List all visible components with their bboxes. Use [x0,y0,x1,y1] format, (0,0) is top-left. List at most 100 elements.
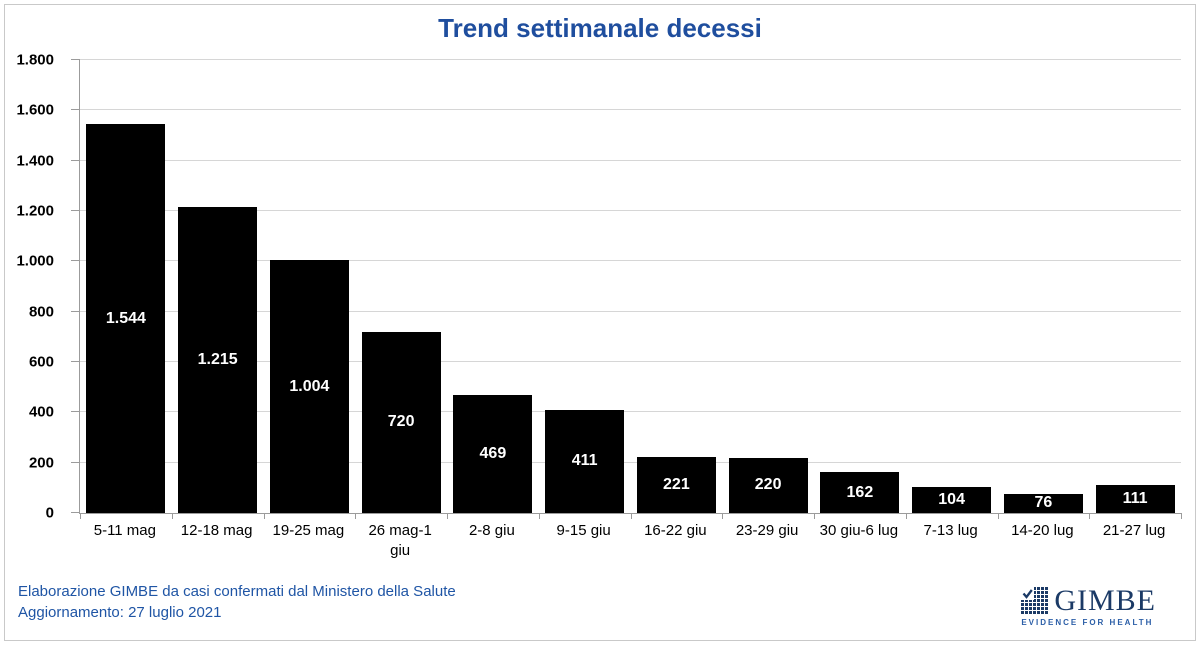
bar-value-label: 1.544 [105,309,146,327]
x-axis-label-text: 2-8 giu [468,522,515,539]
x-axis-label: 5-11 mag [79,521,171,561]
gimbe-grid-check-icon [1021,587,1049,614]
y-axis-label: 600 [28,353,54,371]
bar: 220 [728,457,808,513]
bar: 111 [1095,485,1175,513]
x-axis-label-text: 21-27 lug [1102,522,1166,539]
footer-note: Elaborazione GIMBE da casi confermati da… [18,581,456,623]
y-axis-label: 1.400 [16,152,54,170]
y-axis-label: 800 [28,303,54,321]
x-axis-label-text: 26 mag-1 giu [368,522,432,559]
bar: 1.215 [178,207,258,513]
gridline [80,109,1181,111]
x-axis-label: 12-18 mag [171,521,263,561]
y-axis-tick [71,361,80,363]
x-axis-label-text: 30 giu-6 lug [819,522,899,539]
bar: 76 [1003,493,1083,513]
bar: 469 [453,394,533,513]
x-axis-tick [722,513,724,519]
x-axis-tick [171,513,173,519]
y-axis-label: 1.200 [16,202,54,220]
y-axis-tick [71,109,80,111]
x-axis-label: 2-8 giu [446,521,538,561]
x-axis-label-text: 9-15 giu [556,522,611,539]
gimbe-wordmark: GIMBE [1054,584,1156,617]
bar-value-label: 111 [1122,490,1148,508]
y-axis-tick [71,210,80,212]
x-axis-tick [997,513,999,519]
bar: 411 [545,409,625,513]
bar-value-label: 221 [663,476,690,494]
x-axis-tick [630,513,632,519]
bar-value-label: 720 [387,413,415,431]
y-axis-label: 200 [28,454,54,472]
y-axis-tick [71,310,80,312]
x-axis-tick [1089,513,1091,519]
bar-value-label: 220 [754,476,782,494]
gridline [80,461,1181,463]
y-axis-label: 0 [45,504,54,522]
y-axis-label: 1.000 [16,252,54,270]
bar: 162 [820,472,900,513]
x-axis-label-text: 23-29 giu [735,522,799,539]
x-axis-tick [814,513,815,519]
bar-value-label: 1.215 [197,351,238,369]
y-axis-tick [71,411,80,413]
bar-value-label: 1.004 [289,377,330,395]
bar: 104 [912,486,992,513]
bar-value-label: 162 [846,483,874,501]
x-axis-tick [263,513,265,519]
x-axis-tick [1181,513,1182,519]
x-axis-label-text: 16-22 giu [644,522,707,539]
footer-source-line: Elaborazione GIMBE da casi confermati da… [18,583,456,600]
plot-area: 1.544 1.215 1.004 720 469 411 221 220 162 104 76 11… [71,59,1182,519]
bar: 221 [636,457,716,513]
bar: 1.544 [86,124,166,513]
y-axis-label: 400 [28,403,54,421]
gridline [80,260,1181,262]
gridline [80,59,1181,60]
x-axis-tick [355,513,357,519]
x-axis-labels: 5-11 mag 12-18 mag 19-25 mag 26 mag-1 giu 2-… [79,521,1180,561]
bar-value-label: 411 [571,452,598,470]
y-axis-label: 1.800 [16,51,54,69]
x-axis-label-text: 14-20 lug [1011,522,1074,539]
x-axis-label-text: 7-13 lug [923,522,978,539]
y-axis-tick [71,260,80,262]
x-axis-tick [538,513,540,519]
chart-title: Trend settimanale decessi [438,13,762,43]
x-axis-tick [905,513,907,519]
x-axis-label: 14-20 lug [997,521,1089,561]
x-axis-label-text: 12-18 mag [180,522,253,539]
y-axis-tick [71,461,80,463]
y-axis-tick [71,512,80,513]
bar: 1.004 [269,260,349,513]
x-axis-label: 9-15 giu [538,521,630,561]
bar-value-label: 104 [938,490,965,508]
x-axis-label-text: 5-11 mag [93,522,156,539]
y-axis-label: 1.600 [16,101,54,119]
x-axis-label: 23-29 giu [721,521,813,561]
x-axis-label: 19-25 mag [263,521,355,561]
x-axis-tick [80,513,81,519]
gimbe-tagline: EVIDENCE FOR HEALTH [1021,618,1154,627]
y-axis-tick [71,59,80,60]
gridline [80,361,1181,363]
footer-update-line: Aggiornamento: 27 luglio 2021 [18,604,222,621]
bar-value-label: 469 [479,444,507,462]
bar-value-label: 76 [1034,494,1053,512]
x-axis-label: 21-27 lug [1088,521,1180,561]
x-axis-label: 30 giu-6 lug [813,521,905,561]
gridline [80,210,1181,212]
y-axis-labels: 0 200 400 600 800 1.000 1.200 1.400 1.600 1.800 [0,52,70,522]
gridline [80,159,1181,161]
x-axis-label: 26 mag-1 giu [354,521,446,561]
x-axis-label-text: 19-25 mag [272,522,345,539]
y-axis-tick [71,159,80,161]
gimbe-logo: GIMBE EVIDENCE FOR HEALTH [1021,584,1156,627]
gridline [80,411,1181,413]
x-axis-tick [447,513,448,519]
x-axis-label: 7-13 lug [905,521,997,561]
x-axis-label: 16-22 giu [630,521,722,561]
